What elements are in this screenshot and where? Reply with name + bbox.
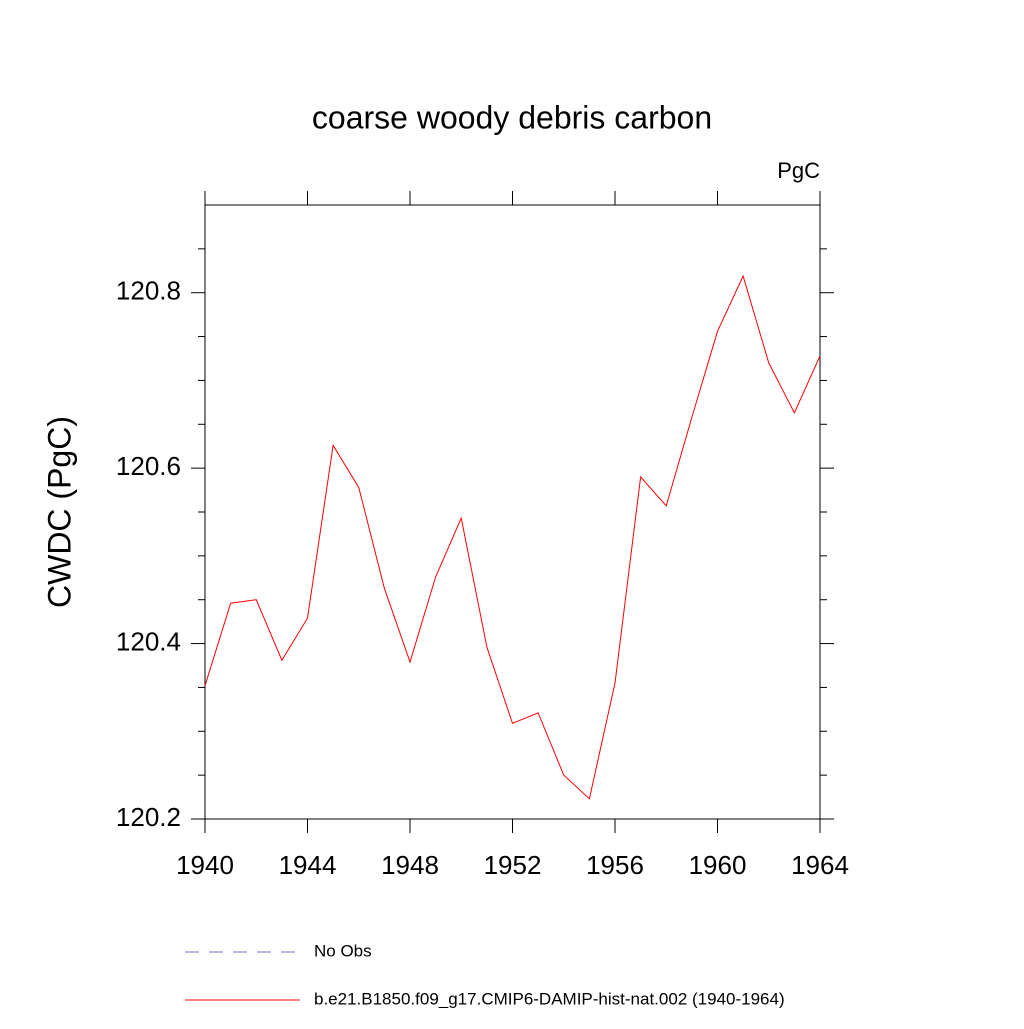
y-tick-label: 120.4 — [116, 626, 181, 656]
y-tick-label: 120.6 — [116, 451, 181, 481]
x-tick-label: 1940 — [176, 850, 234, 880]
x-tick-label: 1944 — [279, 850, 337, 880]
x-tick-label: 1952 — [484, 850, 542, 880]
plot-frame — [204, 204, 821, 820]
y-tick-label: 120.8 — [116, 276, 181, 306]
y-tick-label: 120.2 — [116, 802, 181, 832]
legend-label: No Obs — [314, 941, 372, 960]
data-line — [204, 274, 821, 800]
x-tick-label: 1948 — [381, 850, 439, 880]
x-tick-label: 1960 — [689, 850, 747, 880]
units-label: PgC — [777, 158, 820, 183]
x-tick-label: 1964 — [791, 850, 849, 880]
legend-label: b.e21.B1850.f09_g17.CMIP6-DAMIP-hist-nat… — [314, 989, 785, 1008]
y-axis-label: CWDC (PgC) — [41, 416, 77, 608]
x-tick-label: 1956 — [586, 850, 644, 880]
chart-title: coarse woody debris carbon — [312, 99, 712, 135]
